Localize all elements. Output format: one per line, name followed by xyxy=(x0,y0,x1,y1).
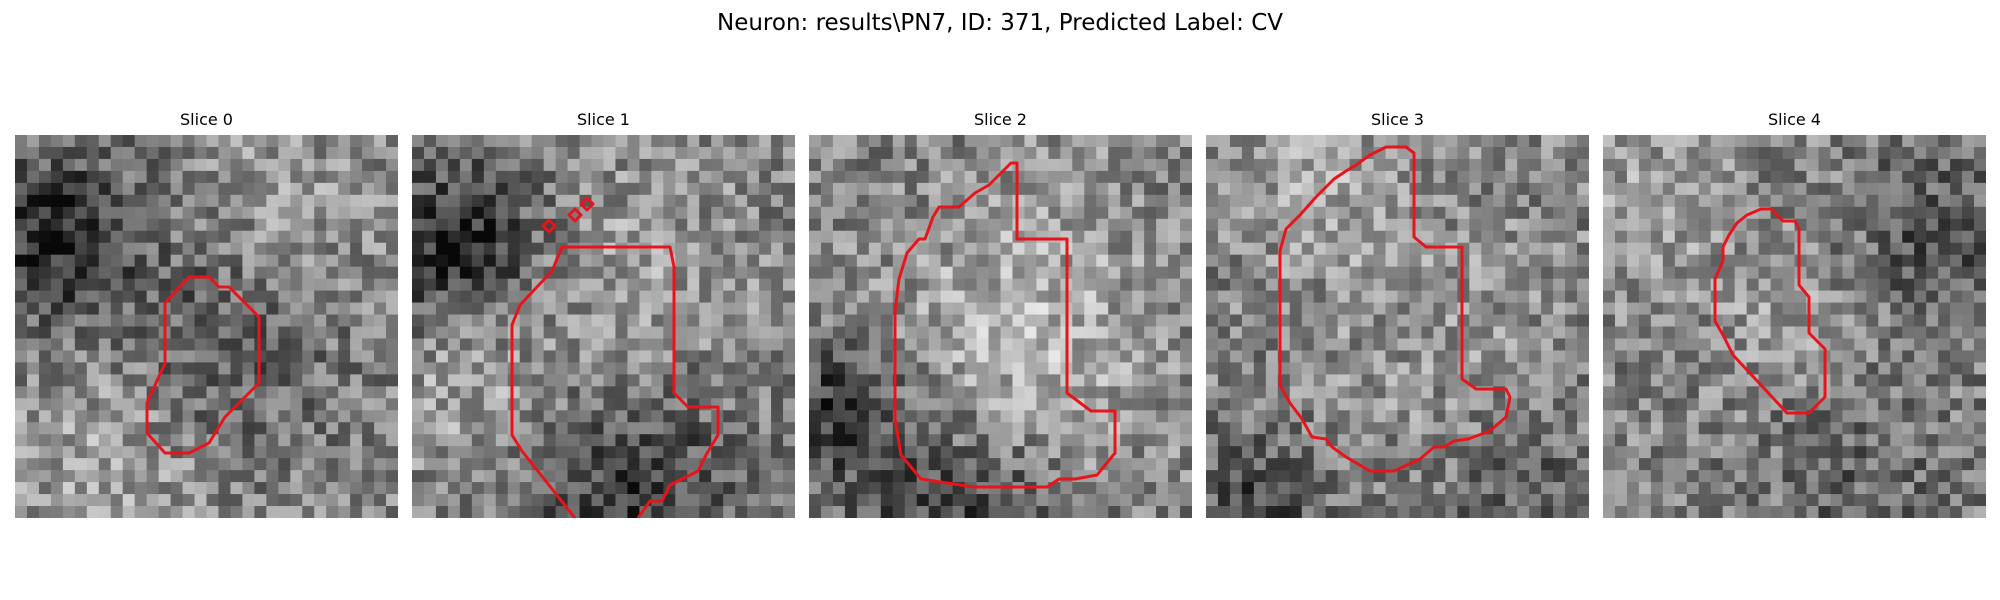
slice-panel-1: Slice 1 xyxy=(412,110,795,518)
slice-panel-3: Slice 3 xyxy=(1206,110,1589,518)
slice-svg-3 xyxy=(1206,135,1589,518)
slice-title-4: Slice 4 xyxy=(1603,110,1986,130)
slice-svg-4 xyxy=(1603,135,1986,518)
slice-panel-4: Slice 4 xyxy=(1603,110,1986,518)
slice-svg-1 xyxy=(412,135,795,518)
slice-svg-0 xyxy=(15,135,398,518)
slice-image-4 xyxy=(1603,135,1986,518)
slice-grayscale-0 xyxy=(15,135,398,518)
slice-title-2: Slice 2 xyxy=(809,110,1192,130)
slice-title-0: Slice 0 xyxy=(15,110,398,130)
slice-image-3 xyxy=(1206,135,1589,518)
slice-panel-2: Slice 2 xyxy=(809,110,1192,518)
slice-svg-2 xyxy=(809,135,1192,518)
figure-title: Neuron: results\PN7, ID: 371, Predicted … xyxy=(0,6,2000,40)
slice-image-0 xyxy=(15,135,398,518)
slice-grayscale-3 xyxy=(1206,135,1589,518)
slice-panel-0: Slice 0 xyxy=(15,110,398,518)
slice-title-1: Slice 1 xyxy=(412,110,795,130)
slice-grayscale-2 xyxy=(809,135,1192,518)
slice-grayscale-4 xyxy=(1603,135,1986,518)
slice-grayscale-1 xyxy=(412,135,795,518)
slice-image-2 xyxy=(809,135,1192,518)
slice-image-1 xyxy=(412,135,795,518)
slice-title-3: Slice 3 xyxy=(1206,110,1589,130)
